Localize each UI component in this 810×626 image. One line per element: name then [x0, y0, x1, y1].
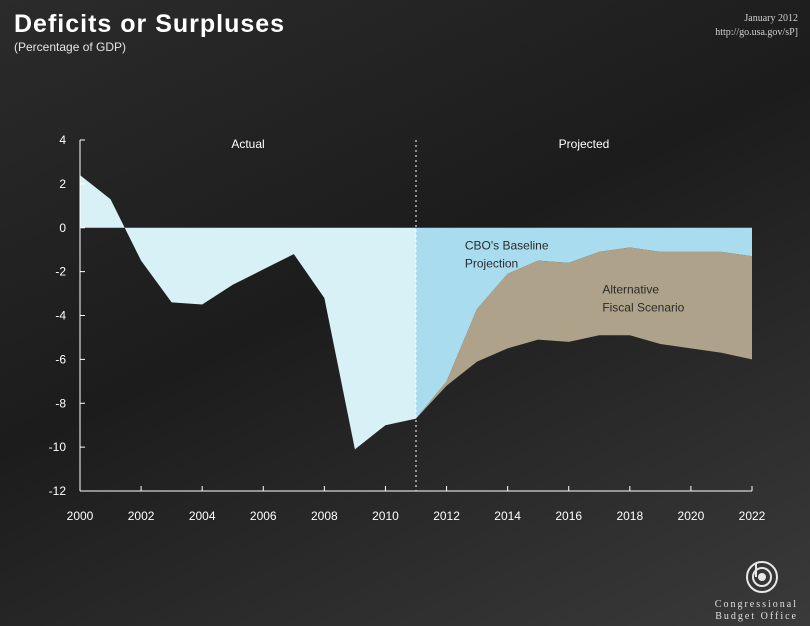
x-tick-label: 2018 [616, 509, 643, 523]
y-tick-label: 2 [59, 177, 66, 191]
logo-text-line2: Budget Office [715, 611, 798, 622]
x-tick-label: 2006 [250, 509, 277, 523]
cbo-logo-icon [746, 561, 778, 593]
x-tick-label: 2022 [739, 509, 766, 523]
y-tick-label: 4 [59, 133, 66, 147]
y-tick-label: -4 [55, 309, 66, 323]
chart-title: Deficits or Surpluses [14, 10, 286, 38]
source-url[interactable]: http://go.usa.gov/sP] [715, 27, 798, 38]
region-label: Projected [559, 137, 610, 151]
series-annotation: Alternative [602, 283, 659, 297]
baseline-projection-area [416, 227, 752, 419]
x-tick-label: 2012 [433, 509, 460, 523]
actual-area [80, 175, 416, 450]
y-tick-label: -8 [55, 396, 66, 410]
series-annotation: CBO's Baseline [465, 239, 549, 253]
y-tick-label: -10 [49, 440, 67, 454]
x-tick-label: 2004 [189, 509, 216, 523]
alternative-scenario-area [416, 247, 752, 419]
x-tick-label: 2002 [128, 509, 155, 523]
publication-date: January 2012 [744, 13, 798, 24]
chart-subtitle: (Percentage of GDP) [14, 40, 127, 54]
x-tick-label: 2014 [494, 509, 521, 523]
region-label: Actual [231, 137, 264, 151]
x-tick-label: 2016 [555, 509, 582, 523]
y-tick-label: -12 [49, 484, 67, 498]
x-tick-label: 2000 [67, 509, 94, 523]
x-tick-label: 2010 [372, 509, 399, 523]
x-tick-label: 2008 [311, 509, 338, 523]
y-tick-label: -2 [55, 265, 66, 279]
x-tick-label: 2020 [678, 509, 705, 523]
y-tick-label: 0 [59, 221, 66, 235]
series-annotation: Projection [465, 257, 518, 271]
y-tick-label: -6 [55, 352, 66, 366]
logo-text-line1: Congressional [714, 599, 798, 610]
series-annotation: Fiscal Scenario [602, 301, 684, 315]
